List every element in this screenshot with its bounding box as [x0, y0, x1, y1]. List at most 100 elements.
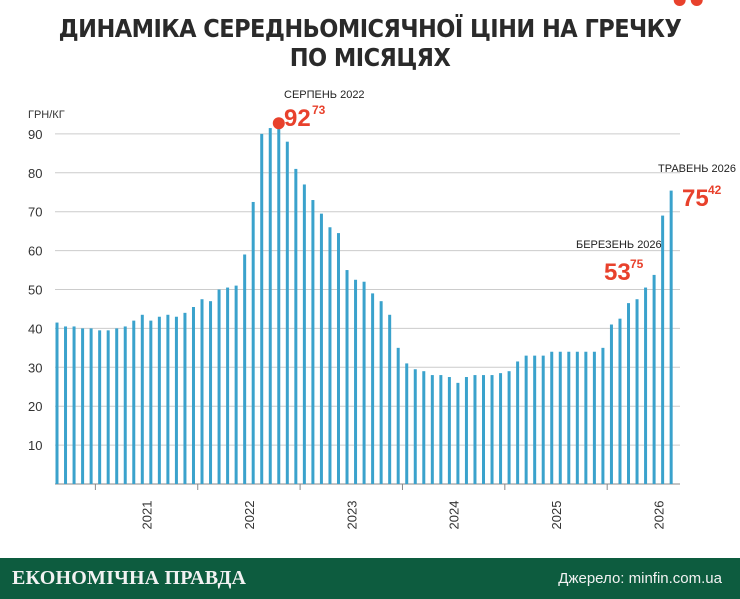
- bar: [507, 371, 511, 484]
- bar: [635, 299, 639, 484]
- x-tick-label: 2024: [447, 501, 462, 530]
- bar: [226, 287, 230, 484]
- bar: [81, 328, 85, 484]
- bar: [106, 330, 110, 484]
- bar: [115, 328, 119, 484]
- bar: [516, 361, 520, 484]
- bar: [285, 141, 289, 484]
- bar: [217, 289, 221, 484]
- bar: [430, 375, 434, 484]
- bar: [447, 377, 451, 484]
- y-tick-label: 60: [28, 244, 42, 259]
- bar: [234, 285, 238, 484]
- x-tick-label: 2025: [549, 501, 564, 530]
- chart-title: ДИНАМІКА СЕРЕДНЬОМІСЯЧНОЇ ЦІНИ НА ГРЕЧКУ…: [58, 14, 682, 72]
- source-note: Джерело: minfin.com.ua: [558, 570, 722, 587]
- bar: [558, 351, 562, 484]
- y-tick-label: 80: [28, 166, 42, 181]
- y-tick-label: 20: [28, 399, 42, 414]
- bar: [72, 326, 76, 484]
- annotation-value: 92: [284, 105, 311, 132]
- annotation-label: БЕРЕЗЕНЬ 2026: [576, 239, 662, 251]
- bar: [166, 314, 170, 484]
- bar: [464, 377, 468, 484]
- x-tick-label: 2026: [651, 501, 666, 530]
- bar: [601, 347, 605, 484]
- bar: [140, 314, 144, 484]
- x-tick-label: 2021: [140, 501, 155, 530]
- annotation-marker: [690, 0, 703, 6]
- bar: [319, 213, 323, 484]
- bar: [592, 351, 596, 484]
- bar: [413, 369, 417, 484]
- bar: [618, 318, 622, 484]
- y-tick-label: 30: [28, 360, 42, 375]
- bar: [550, 351, 554, 484]
- annotation-value-decimals: 75: [630, 257, 644, 271]
- annotation-marker: [272, 117, 285, 130]
- annotation-value-decimals: 42: [708, 183, 722, 197]
- bar: [456, 382, 460, 484]
- annotation-label: СЕРПЕНЬ 2022: [284, 89, 365, 101]
- x-tick-label: 2023: [344, 501, 359, 530]
- y-axis-unit: ГРН/КГ: [28, 109, 65, 121]
- bar: [652, 274, 656, 484]
- publisher-logo[interactable]: ЕКОНОМІЧНА ПРАВДА: [12, 567, 247, 589]
- bar: [55, 322, 59, 484]
- bar: [439, 375, 443, 484]
- bar: [388, 314, 392, 484]
- bar: [482, 375, 485, 484]
- bar: [149, 320, 153, 484]
- bar: [260, 133, 264, 484]
- bar: [98, 330, 102, 484]
- bar: [533, 355, 537, 484]
- bar: [328, 227, 332, 484]
- annotation-marker: [673, 0, 686, 6]
- y-tick-label: 40: [28, 321, 42, 336]
- bar: [200, 299, 204, 484]
- bar: [64, 326, 68, 484]
- bar: [473, 375, 477, 484]
- bar: [209, 301, 213, 484]
- bar: [302, 184, 306, 484]
- bar: [661, 215, 665, 484]
- bar-chart: 10 20 30 40 50 60 70 80 90 ГРН/КГ 2021 2022 2023 2024…: [28, 0, 736, 530]
- bar: [541, 355, 545, 484]
- bar: [123, 326, 127, 484]
- bar: [405, 363, 409, 484]
- bar: [584, 351, 588, 484]
- bar: [157, 316, 161, 484]
- bar: [627, 303, 631, 484]
- bar: [354, 279, 358, 484]
- bar: [575, 351, 579, 484]
- bar: [396, 347, 400, 484]
- annotation-value-decimals: 73: [312, 103, 326, 117]
- bar: [499, 373, 503, 484]
- bar: [191, 307, 195, 484]
- bar: [132, 320, 136, 484]
- y-tick-label: 50: [28, 283, 42, 298]
- bar: [277, 123, 281, 484]
- bar: [268, 128, 272, 484]
- bar: [490, 375, 494, 484]
- annotation-label: ТРАВЕНЬ 2026: [658, 163, 736, 175]
- bar: [371, 293, 375, 484]
- bar: [567, 351, 571, 484]
- y-tick-label: 90: [28, 127, 42, 142]
- bar: [609, 324, 613, 484]
- bar: [174, 316, 178, 484]
- bar: [311, 200, 315, 484]
- annotation-value: 53: [604, 259, 631, 286]
- bar: [669, 190, 673, 484]
- annotation-value: 75: [682, 185, 709, 212]
- bar: [251, 201, 255, 484]
- y-tick-label: 10: [28, 438, 42, 453]
- bar: [379, 301, 383, 484]
- footer-bar: ЕКОНОМІЧНА ПРАВДА Джерело: minfin.com.ua: [0, 558, 740, 599]
- bar: [362, 281, 366, 484]
- bar: [345, 270, 349, 484]
- bar: [336, 233, 340, 484]
- bar: [644, 287, 648, 484]
- bar: [183, 312, 187, 484]
- bar: [294, 168, 298, 484]
